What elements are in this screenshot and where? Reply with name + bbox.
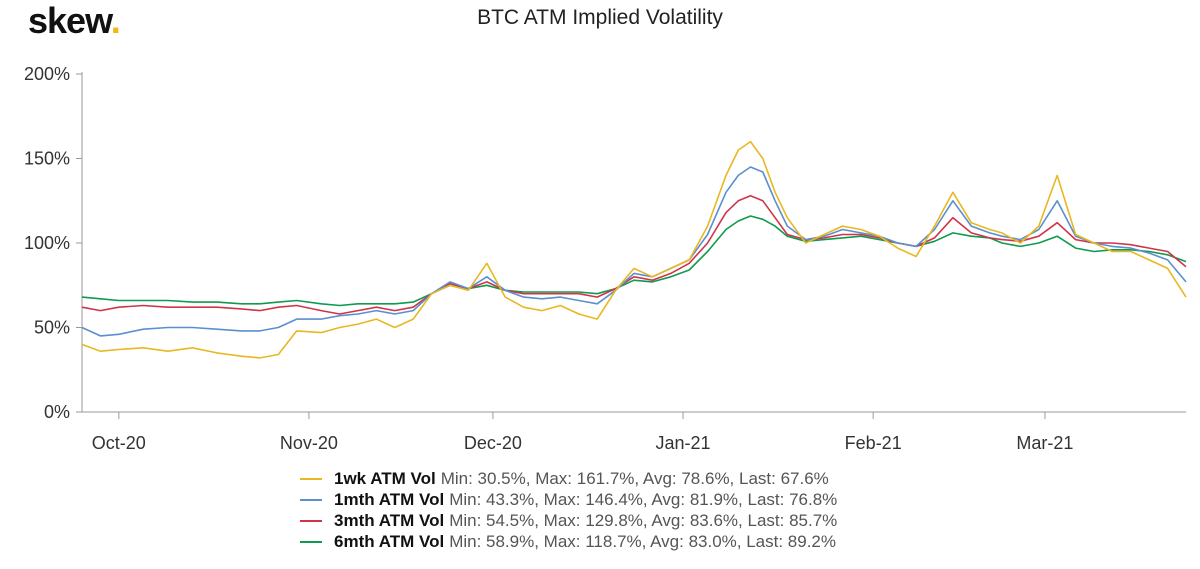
- legend-item-1wk[interactable]: 1wk ATM Vol Min: 30.5%, Max: 161.7%, Avg:…: [300, 468, 837, 489]
- legend-swatch: [300, 540, 322, 543]
- legend-series-stats: Min: 30.5%, Max: 161.7%, Avg: 78.6%, Las…: [440, 469, 829, 488]
- x-tick-label: Dec-20: [464, 433, 522, 453]
- x-tick-label: Feb-21: [845, 433, 902, 453]
- legend-item-1mth[interactable]: 1mth ATM Vol Min: 43.3%, Max: 146.4%, Avg…: [300, 489, 837, 510]
- x-tick-label: Mar-21: [1016, 433, 1073, 453]
- series-line-1wk: [81, 140, 1187, 359]
- legend-item-3mth[interactable]: 3mth ATM Vol Min: 54.5%, Max: 129.8%, Avg…: [300, 510, 837, 531]
- logo-dot: .: [110, 0, 121, 41]
- y-tick-label: 50%: [34, 318, 70, 338]
- series-line-1mth: [81, 166, 1187, 337]
- legend-swatch: [300, 477, 322, 480]
- series-line-3mth: [81, 194, 1187, 315]
- legend-swatch: [300, 498, 322, 501]
- chart-legend: 1wk ATM Vol Min: 30.5%, Max: 161.7%, Avg:…: [300, 468, 837, 552]
- chart-title: BTC ATM Implied Volatility: [477, 6, 723, 29]
- legend-series-stats: Min: 54.5%, Max: 129.8%, Avg: 83.6%, Las…: [449, 511, 838, 530]
- logo-text: skew: [28, 0, 112, 41]
- series-line-6mth: [81, 215, 1187, 307]
- legend-series-name: 1wk ATM Vol: [334, 469, 436, 488]
- y-tick-label: 150%: [24, 149, 70, 169]
- legend-series-stats: Min: 43.3%, Max: 146.4%, Avg: 81.9%, Las…: [449, 490, 838, 509]
- legend-series-name: 6mth ATM Vol: [334, 532, 445, 551]
- y-tick-label: 0%: [44, 402, 70, 422]
- legend-series-stats: Min: 58.9%, Max: 118.7%, Avg: 83.0%, Las…: [449, 532, 837, 551]
- legend-swatch: [300, 519, 322, 522]
- legend-item-6mth[interactable]: 6mth ATM Vol Min: 58.9%, Max: 118.7%, Avg…: [300, 531, 837, 552]
- legend-series-name: 3mth ATM Vol: [334, 511, 445, 530]
- y-tick-label: 200%: [24, 64, 70, 84]
- x-tick-label: Oct-20: [92, 433, 146, 453]
- y-tick-label: 100%: [24, 233, 70, 253]
- legend-series-name: 1mth ATM Vol: [334, 490, 445, 509]
- skew-logo: skew.: [28, 0, 121, 42]
- x-tick-label: Jan-21: [656, 433, 711, 453]
- x-tick-label: Nov-20: [280, 433, 338, 453]
